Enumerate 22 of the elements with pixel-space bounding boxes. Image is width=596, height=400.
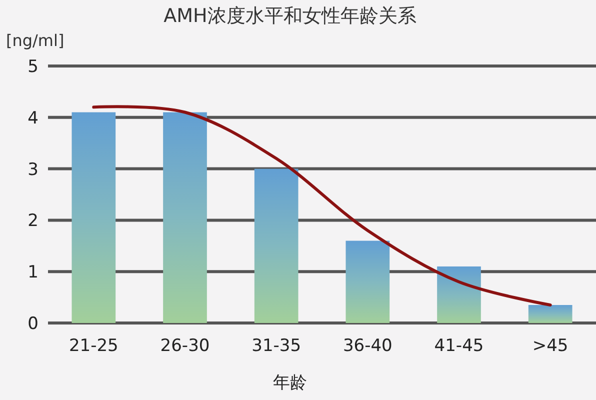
x-tick-label: 36-40 — [342, 336, 392, 356]
line-series — [92, 105, 552, 307]
bar — [346, 240, 390, 323]
y-tick-label: 5 — [28, 56, 38, 77]
y-axis-title: [ng/ml] — [6, 31, 64, 50]
x-axis-title: 年龄 — [273, 373, 307, 393]
x-tick-label: 26-30 — [160, 336, 210, 356]
x-tick-label: 31-35 — [252, 336, 302, 356]
bar — [528, 305, 572, 323]
y-tick-label: 3 — [28, 160, 38, 180]
y-tick-label: 4 — [28, 108, 38, 128]
x-tick-label: >45 — [532, 336, 568, 356]
bar — [254, 168, 298, 323]
y-tick-label: 1 — [28, 262, 38, 283]
y-tick-label: 0 — [28, 314, 38, 334]
x-tick-label: 21-25 — [68, 336, 118, 356]
x-tick-label: 41-45 — [434, 336, 484, 356]
bar — [437, 266, 481, 323]
y-tick-label: 2 — [28, 211, 38, 232]
bar — [163, 112, 207, 323]
chart-title: AMH浓度水平和女性年龄关系 — [164, 5, 416, 27]
bar — [72, 112, 116, 323]
